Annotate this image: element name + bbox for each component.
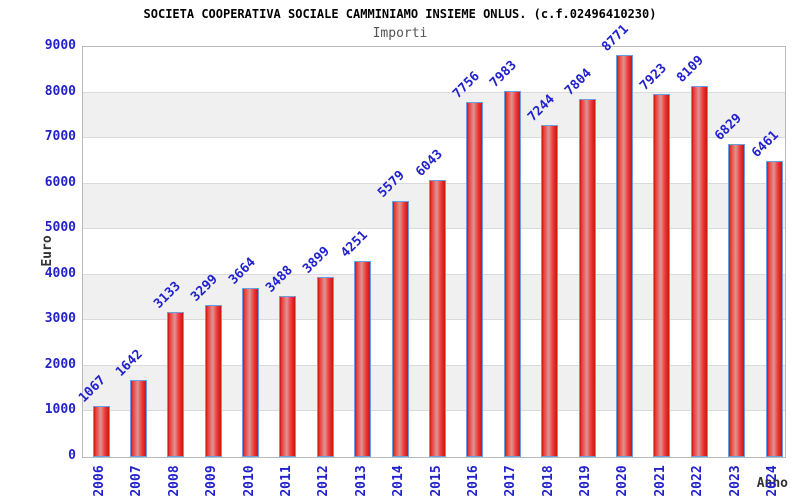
- bar: [354, 261, 372, 457]
- y-tick-label: 2000: [44, 356, 76, 372]
- chart-subtitle: Importi: [372, 26, 428, 41]
- bar: [466, 102, 484, 457]
- bar: [690, 86, 708, 457]
- x-tick-label: 2007: [129, 465, 145, 497]
- plot-band: [83, 92, 785, 139]
- x-tick-label: 2015: [428, 465, 444, 497]
- bar: [429, 180, 446, 457]
- y-tick-label: 5000: [44, 220, 76, 236]
- x-tick-label: 2017: [503, 465, 519, 497]
- bar: [129, 380, 147, 457]
- x-tick-label: 2022: [690, 465, 706, 497]
- x-tick-label: 2010: [241, 465, 257, 497]
- bar: [92, 406, 110, 457]
- x-axis-label: Anno: [756, 476, 788, 491]
- x-tick-label: 2011: [278, 465, 294, 497]
- plot-area: 1067 1642 3133 3299 3664 3488 3899 4251 5579 6043…: [76, 22, 786, 458]
- y-tick-label: 4000: [44, 265, 76, 281]
- chart-title: SOCIETA COOPERATIVA SOCIALE CAMMINIAMO I…: [143, 7, 657, 21]
- bar: [242, 288, 260, 457]
- y-tick-label: 8000: [44, 83, 76, 99]
- x-tick-label: 2014: [391, 465, 407, 497]
- bar: [503, 91, 521, 457]
- plot-band: [83, 47, 785, 93]
- bar: [615, 55, 633, 457]
- y-tick-label: 6000: [44, 174, 76, 190]
- y-tick-label: 0: [68, 448, 76, 463]
- x-tick-label: 2024: [765, 465, 780, 497]
- x-tick-label: 2006: [92, 465, 107, 497]
- bar: [391, 201, 409, 457]
- bar: [316, 277, 334, 457]
- y-tick-label: 7000: [44, 129, 76, 145]
- x-tick-label: 2013: [353, 465, 369, 497]
- x-tick-label: 2019: [578, 465, 594, 497]
- bar: [279, 296, 297, 457]
- y-tick-label: 1000: [44, 402, 76, 418]
- bar: [204, 305, 222, 457]
- bar: [765, 161, 783, 457]
- gridline: [83, 91, 785, 93]
- bar: [653, 94, 671, 457]
- x-tick-label: 2020: [615, 465, 631, 497]
- bar: [541, 125, 559, 457]
- bar: [167, 312, 185, 457]
- x-tick-label: 2021: [652, 465, 668, 497]
- x-tick-label: 2016: [465, 465, 481, 497]
- x-tick-label: 2012: [316, 465, 332, 497]
- y-tick-label: 3000: [44, 311, 76, 327]
- y-axis-label: Euro: [40, 235, 55, 267]
- bar: [728, 144, 746, 457]
- x-tick-label: 2018: [540, 465, 556, 497]
- gridline: [83, 137, 785, 139]
- x-tick-label: 2023: [727, 465, 743, 497]
- bar: [578, 99, 596, 457]
- x-tick-label: 2009: [204, 465, 220, 497]
- y-tick-label: 9000: [44, 38, 76, 53]
- x-tick-label: 2008: [166, 465, 182, 497]
